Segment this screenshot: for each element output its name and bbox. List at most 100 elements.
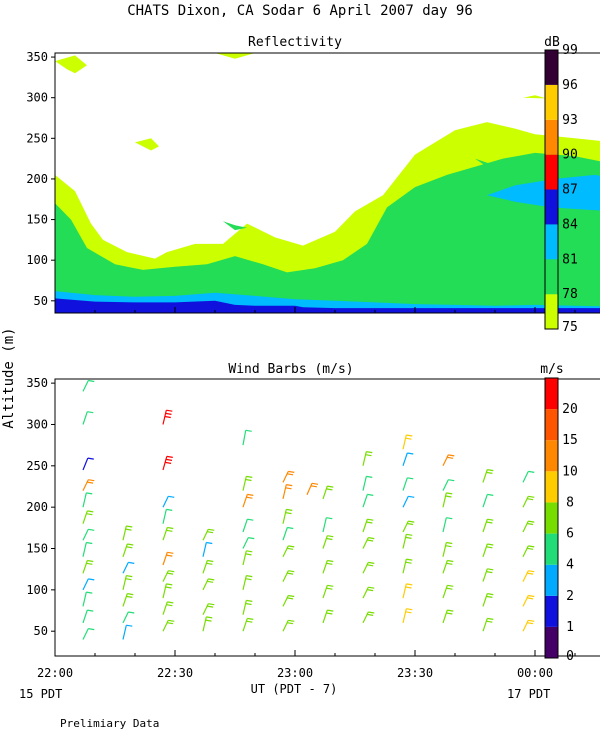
- wind-barb: [82, 628, 95, 640]
- wind-barb: [482, 493, 494, 508]
- wind-barb: [122, 611, 135, 624]
- wind-barb: [82, 457, 94, 471]
- wind-barb: [482, 543, 494, 557]
- wind-barb: [82, 379, 95, 392]
- wind-colorbar-swatch-8: [545, 378, 558, 410]
- wind-barb: [322, 535, 334, 549]
- x-tick-label: 22:00: [37, 666, 73, 680]
- wind-colorbar-tick-label: 20: [562, 402, 578, 417]
- wind-colorbar-tick-label: 15: [562, 433, 578, 448]
- wind-barb: [402, 477, 414, 491]
- reflectivity-patch-6: [135, 138, 159, 151]
- wind-barb: [242, 537, 255, 549]
- wind-barb: [202, 603, 215, 615]
- wind-barb: [362, 518, 374, 533]
- wind-barb: [482, 469, 494, 483]
- wind-barb: [282, 594, 295, 607]
- wind-y-tick-label: 50: [34, 624, 48, 638]
- reflectivity-colorbar-frame: [544, 49, 559, 330]
- reflectivity-colorbar-tick-label: 90: [562, 148, 578, 163]
- wind-barb: [522, 470, 535, 483]
- wind-barb: [242, 475, 253, 491]
- wind-barb: [282, 508, 293, 524]
- reflectivity-patch-4: [55, 55, 87, 74]
- wind-barb: [162, 495, 175, 508]
- wind-colorbar-tick-label: 1: [566, 620, 574, 635]
- reflectivity-colorbar-swatch-5: [545, 119, 558, 155]
- reflectivity-colorbar-tick-label: 96: [562, 78, 578, 93]
- wind-barb: [362, 475, 373, 491]
- wind-barb: [82, 541, 93, 557]
- wind-barb: [242, 575, 253, 591]
- wind-barb: [442, 492, 453, 508]
- x-tick-label: 00:00: [517, 666, 553, 680]
- wind-barb: [522, 520, 535, 533]
- wind-barbs-title: Wind Barbs (m/s): [228, 362, 353, 377]
- wind-barb: [362, 586, 375, 599]
- wind-barb: [282, 619, 295, 632]
- y-axis-title: Altitude (m): [1, 327, 17, 428]
- reflectivity-colorbar-tick-label: 78: [562, 287, 578, 302]
- reflectivity-patch-2: [223, 221, 247, 231]
- reflectivity-colorbar-swatch-4: [545, 154, 558, 190]
- wind-barb: [282, 570, 295, 582]
- wind-barb: [362, 451, 373, 466]
- wind-barb: [322, 609, 334, 624]
- wind-barb: [162, 508, 173, 524]
- wind-colorbar: 0 1 2 4 6 8 10 15 20: [544, 377, 578, 664]
- wind-barb: [522, 545, 535, 558]
- wind-barb: [362, 561, 375, 574]
- wind-barb: [122, 624, 133, 640]
- wind-barb: [162, 409, 173, 425]
- reflectivity-y-tick-label: 300: [26, 91, 48, 105]
- wind-barb: [82, 578, 95, 591]
- reflectivity-colorbar-swatch-1: [545, 259, 558, 295]
- wind-colorbar-swatch-5: [545, 471, 558, 503]
- wind-y-tick-label: 150: [26, 542, 48, 556]
- wind-barb: [482, 617, 494, 632]
- wind-barb: [162, 526, 174, 541]
- wind-barb: [82, 492, 93, 508]
- wind-barb: [82, 559, 94, 574]
- reflectivity-patch-7: [523, 95, 547, 99]
- wind-barb: [322, 485, 334, 500]
- wind-barb: [442, 454, 455, 467]
- wind-colorbar-swatch-3: [545, 533, 558, 565]
- wind-barb: [442, 609, 454, 624]
- wind-barb: [442, 479, 455, 491]
- wind-colorbar-swatch-4: [545, 502, 558, 534]
- reflectivity-colorbar-tick-label: 93: [562, 113, 578, 128]
- wind-barb: [122, 525, 133, 541]
- wind-barb: [442, 517, 453, 533]
- reflectivity-y-tick-label: 150: [26, 213, 48, 227]
- wind-barb: [402, 495, 415, 508]
- wind-barb: [482, 568, 494, 582]
- reflectivity-y-tick-label: 350: [26, 50, 48, 64]
- wind-colorbar-tick-label: 10: [562, 464, 578, 479]
- wind-barb: [82, 479, 95, 491]
- wind-barb: [282, 484, 293, 500]
- x-tick-label: 23:00: [277, 666, 313, 680]
- wind-barb: [122, 543, 134, 557]
- reflectivity-y-tick-label: 250: [26, 131, 48, 145]
- wind-barb: [306, 482, 319, 496]
- reflectivity-colorbar-swatch-7: [545, 50, 558, 85]
- wind-barb: [242, 599, 253, 615]
- x-axis-title: UT (PDT - 7): [251, 682, 338, 696]
- wind-barb: [202, 616, 213, 632]
- wind-barb: [442, 584, 454, 599]
- wind-colorbar-tick-label: 4: [566, 558, 574, 573]
- wind-barb: [162, 570, 175, 582]
- wind-barb: [202, 541, 213, 557]
- wind-barb: [402, 558, 413, 574]
- reflectivity-colorbar-tick-label: 81: [562, 252, 578, 267]
- wind-barb: [322, 517, 333, 533]
- reflectivity-colorbar-swatch-2: [545, 224, 558, 260]
- reflectivity-patch-0: [487, 174, 600, 211]
- reflectivity-colorbar-swatch-6: [545, 84, 558, 120]
- wind-colorbar-tick-label: 8: [566, 495, 574, 510]
- wind-barb: [482, 593, 494, 607]
- wind-barb: [82, 591, 93, 607]
- wind-colorbar-swatch-1: [545, 595, 558, 627]
- reflectivity-colorbar-swatch-3: [545, 189, 558, 225]
